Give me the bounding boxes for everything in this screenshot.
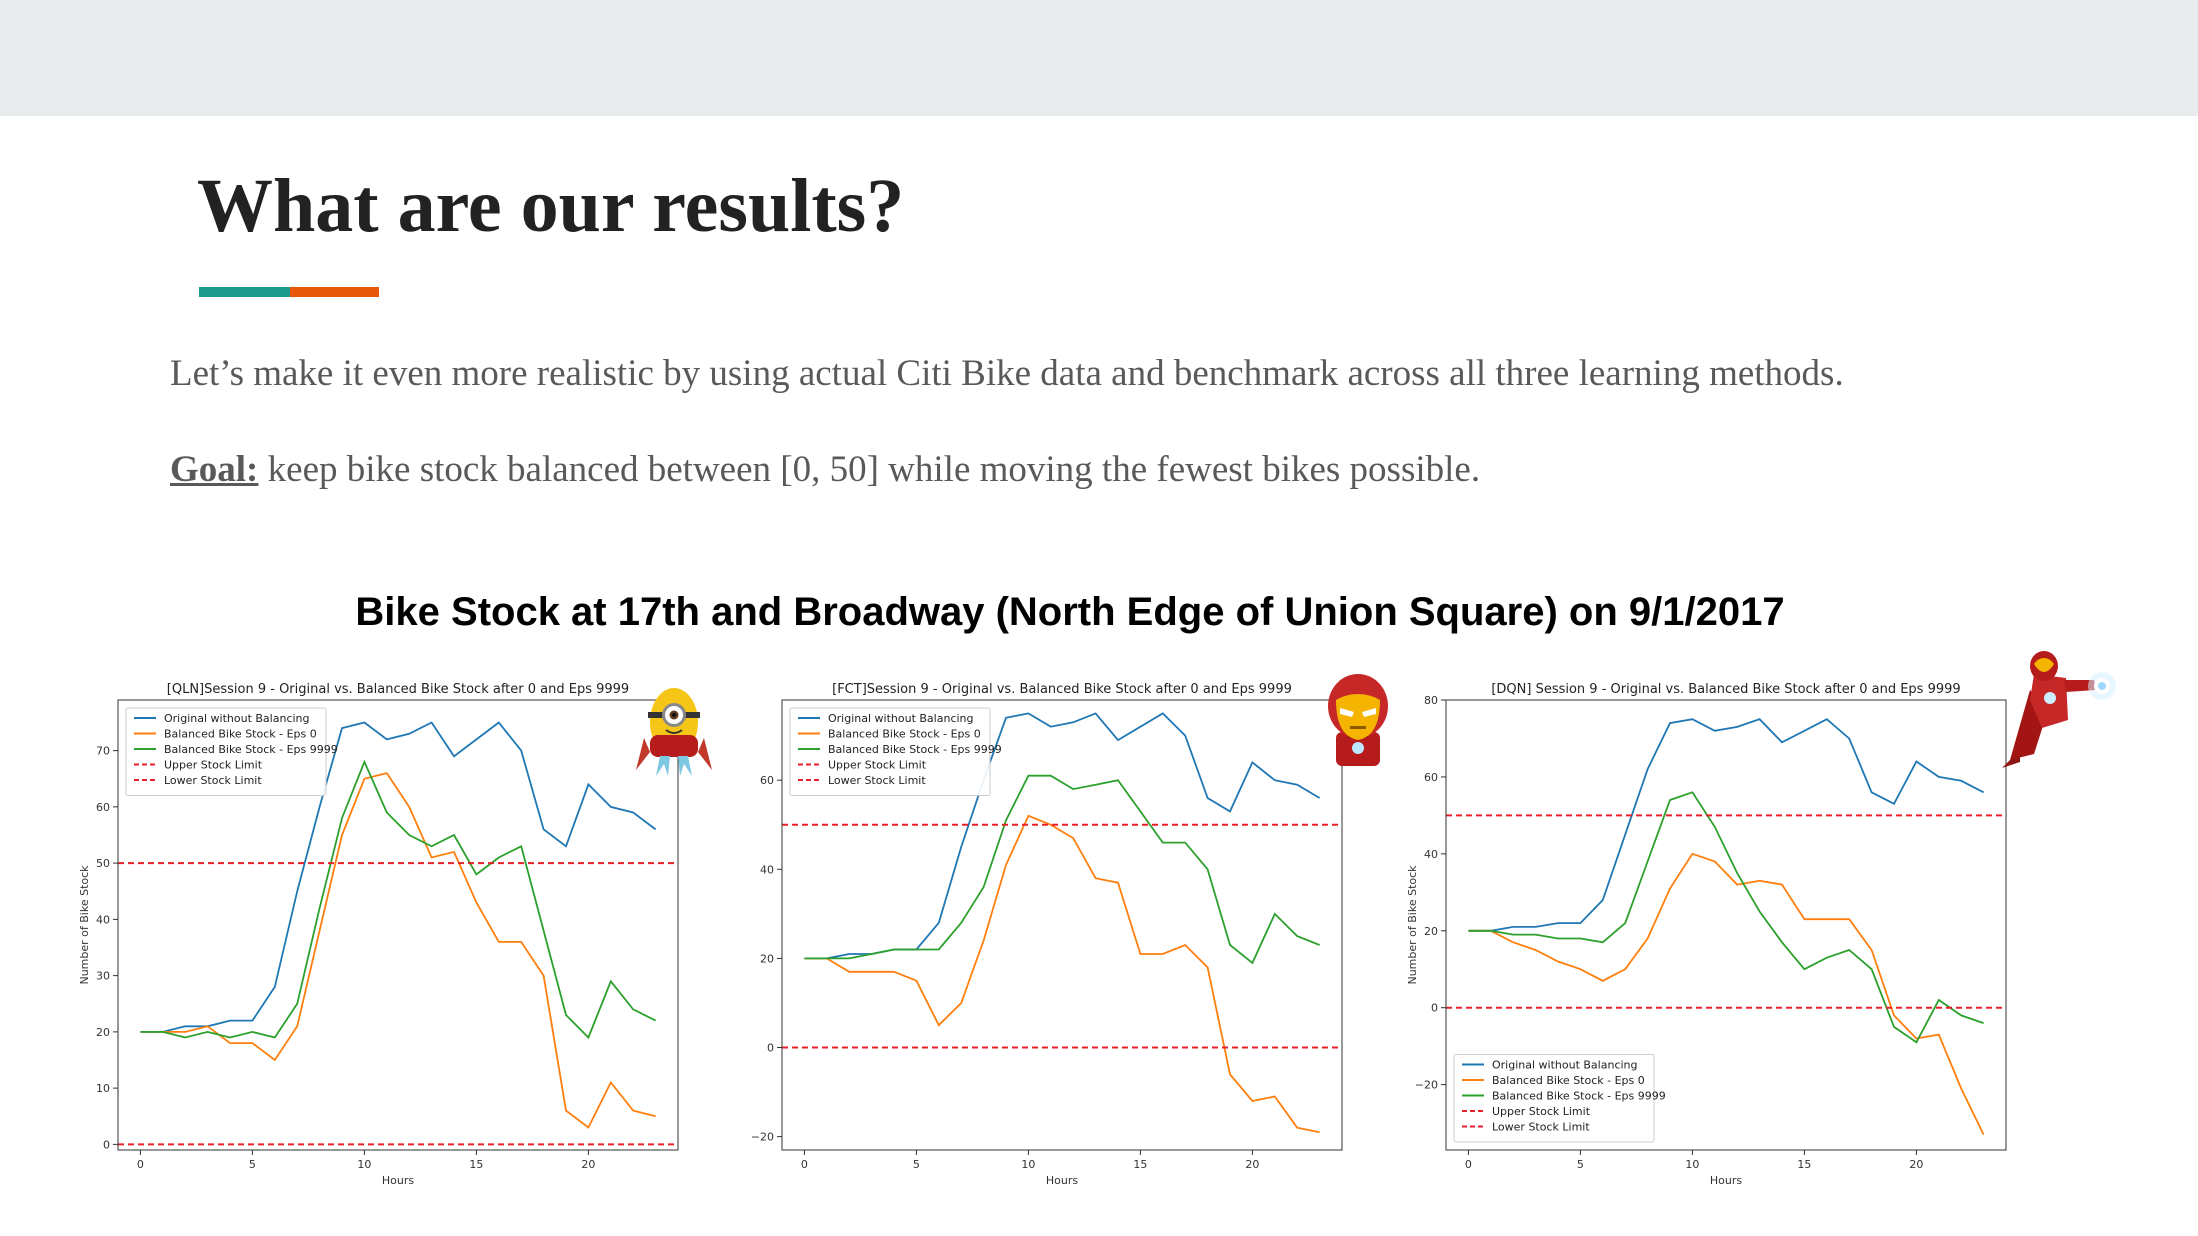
x-tick-label: 0 [137,1158,144,1171]
y-tick-label: 10 [96,1082,110,1095]
x-axis-label: Hours [382,1174,414,1187]
iron-man-head-icon [1328,674,1388,766]
series-2-line [140,759,657,1040]
plot-frame [1445,699,2007,1151]
x-tick-label: 10 [1685,1158,1699,1171]
minion-icon [636,688,712,776]
legend-entry: Balanced Bike Stock - Eps 9999 [164,743,338,756]
y-tick-label: 60 [1424,771,1438,784]
legend-entry: Lower Stock Limit [1492,1121,1590,1134]
slide-title: What are our results? [197,164,905,248]
y-axis-label: Number of Bike Stock [1406,865,1419,985]
chart-dqn: [DQN] Session 9 - Original vs. Balanced … [1406,682,2007,1187]
x-tick-label: 0 [801,1158,808,1171]
y-tick-label: 0 [103,1138,110,1151]
legend-box [125,707,327,796]
top-banner [0,0,2198,116]
legend-entry: Original without Balancing [828,712,974,725]
x-tick-label: 20 [1909,1158,1923,1171]
series-2-line [1468,791,1984,1044]
x-tick-label: 0 [1465,1158,1472,1171]
chart-title: [FCT]Session 9 - Original vs. Balanced B… [832,682,1292,697]
intro-text: Let’s make it even more realistic by usi… [170,353,1844,394]
series-1-line [140,772,656,1129]
y-tick-label: 70 [96,745,110,758]
legend-box [1453,1054,1655,1143]
legend-entry: Lower Stock Limit [828,774,926,787]
title-accent-teal [199,287,290,297]
iron-man-flying-icon [2002,651,2116,768]
y-tick-label: −20 [751,1131,774,1144]
x-axis-label: Hours [1046,1174,1078,1187]
x-axis-label: Hours [1710,1174,1742,1187]
chart-qln: [QLN]Session 9 - Original vs. Balanced B… [78,682,679,1187]
legend-entry: Original without Balancing [164,712,310,725]
x-tick-label: 10 [357,1158,371,1171]
y-tick-label: 40 [1424,848,1438,861]
y-tick-label: 30 [96,970,110,983]
plot-frame [117,699,679,1151]
y-tick-label: 50 [96,857,110,870]
series-2-line [804,774,1320,965]
y-tick-label: 60 [760,774,774,787]
y-tick-label: 60 [96,801,110,814]
goal-text: keep bike stock balanced between [0, 50]… [258,449,1481,490]
y-tick-label: 0 [767,1042,774,1055]
y-tick-label: 20 [1424,925,1438,938]
chart-fct: [FCT]Session 9 - Original vs. Balanced B… [751,682,1343,1187]
legend-entry: Original without Balancing [1492,1059,1638,1072]
y-tick-label: 0 [1431,1002,1438,1015]
y-tick-label: 20 [760,952,774,965]
chart-title: [QLN]Session 9 - Original vs. Balanced B… [167,682,629,697]
plot-frame [781,699,1343,1151]
y-tick-label: 40 [760,863,774,876]
legend-entry: Balanced Bike Stock - Eps 0 [164,728,317,741]
series-0-line [140,721,657,1033]
x-tick-label: 5 [1577,1158,1584,1171]
legend-entry: Upper Stock Limit [1492,1105,1591,1118]
y-tick-label: 80 [1424,694,1438,707]
goal-paragraph: Goal: keep bike stock balanced between [… [170,448,1480,492]
x-tick-label: 20 [581,1158,595,1171]
legend-entry: Balanced Bike Stock - Eps 0 [1492,1074,1645,1087]
series-1-line [804,814,1320,1134]
x-tick-label: 15 [469,1158,483,1171]
y-tick-label: 20 [96,1026,110,1039]
y-tick-label: 40 [96,913,110,926]
legend-entry: Balanced Bike Stock - Eps 9999 [1492,1090,1666,1103]
y-tick-label: −20 [1415,1079,1438,1092]
legend-entry: Upper Stock Limit [164,759,263,772]
x-tick-label: 5 [249,1158,256,1171]
series-1-line [1468,852,1985,1135]
chart-title: [DQN] Session 9 - Original vs. Balanced … [1491,682,1960,697]
legend-entry: Upper Stock Limit [828,759,927,772]
chart-heading: Bike Stock at 17th and Broadway (North E… [355,590,1785,634]
legend-box [789,707,991,796]
x-tick-label: 15 [1133,1158,1147,1171]
legend-entry: Lower Stock Limit [164,774,262,787]
series-0-line [1468,718,1985,932]
x-tick-label: 15 [1797,1158,1811,1171]
x-tick-label: 10 [1021,1158,1035,1171]
title-accent-orange [290,287,379,297]
legend-entry: Balanced Bike Stock - Eps 0 [828,728,981,741]
y-axis-label: Number of Bike Stock [78,865,91,985]
x-tick-label: 5 [913,1158,920,1171]
x-tick-label: 20 [1245,1158,1259,1171]
goal-label: Goal: [170,449,259,490]
legend-entry: Balanced Bike Stock - Eps 9999 [828,743,1002,756]
